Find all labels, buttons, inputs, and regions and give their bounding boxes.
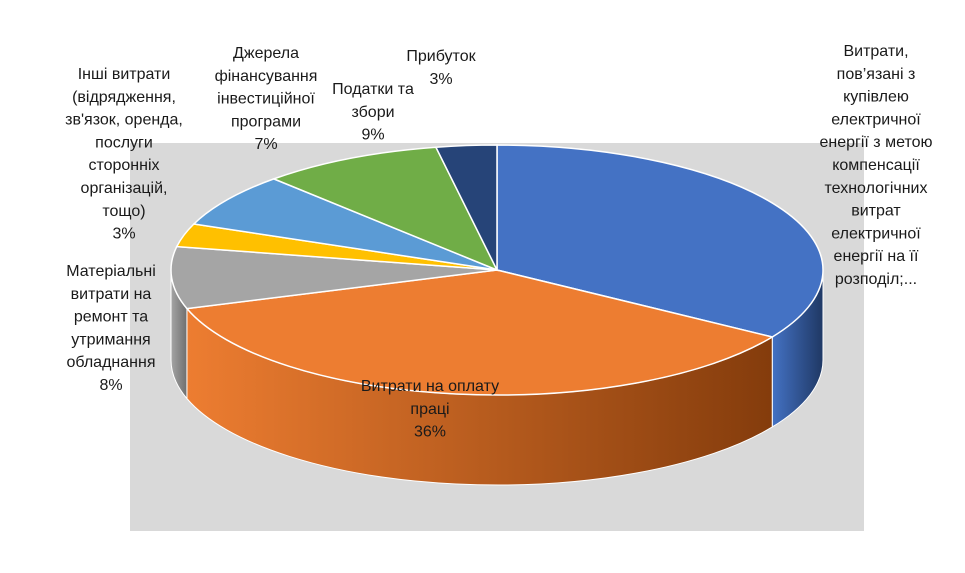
data-label-джерела-фінансування-інвестиці: Джерела фінансування інвестиційної програми… <box>215 45 318 153</box>
pie-slices <box>170 144 824 396</box>
data-label-витрати-пов-язані-з-купівлею-е: Витрати, пов’язані з купівлею електричної ен… <box>819 43 932 288</box>
data-label-податки-та-збори: Податки та збори 9% <box>332 81 414 144</box>
data-label-інші-витрати-відрядження-зв-яз: Інші витрати (відрядження, зв'язок, оренда… <box>65 66 183 243</box>
data-label-матеріальні-витрати-на-ремонт-: Матеріальні витрати на ремонт та утримання о… <box>66 263 156 394</box>
pie-slice-прибуток <box>434 144 498 271</box>
data-label-витрати-на-оплату-праці: Витрати на оплату праці 36% <box>361 378 499 441</box>
pie-slice-матеріальні-витрати-на-ремонт- <box>170 245 498 310</box>
pie-slice-джерела-фінансування-інвестиці <box>192 178 498 271</box>
data-labels: Витрати, пов’язані з купівлею електричної ен… <box>65 43 932 441</box>
pie-slice-витрати-пов-язані-з-купівлею-е <box>496 144 824 338</box>
data-label-прибуток: Прибуток 3% <box>406 48 476 88</box>
pie-slice-податки-та-збори <box>271 146 499 272</box>
pie-sides <box>170 269 824 486</box>
pie-slice-витрати-на-оплату-праці <box>185 269 775 396</box>
